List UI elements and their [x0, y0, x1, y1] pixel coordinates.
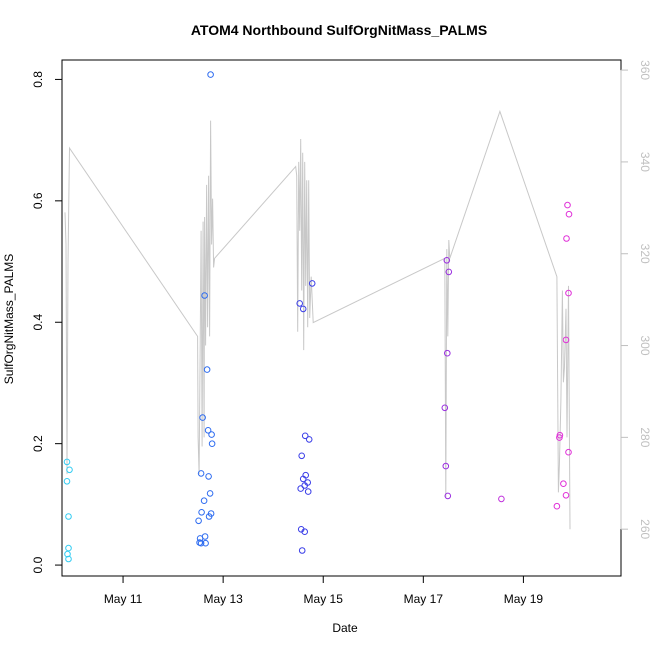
- data-point: [444, 492, 452, 500]
- x-tick-label: May 17: [404, 592, 444, 606]
- data-point: [299, 305, 307, 313]
- data-point: [65, 513, 72, 520]
- x-tick-label: May 11: [104, 592, 143, 606]
- data-point: [441, 404, 449, 412]
- data-point: [444, 349, 451, 357]
- data-point: [201, 292, 208, 299]
- y-tick-label: 0.0: [31, 556, 45, 573]
- data-point: [445, 268, 453, 276]
- data-point: [562, 492, 570, 499]
- data-point: [66, 466, 73, 474]
- data-point: [560, 480, 567, 488]
- y-tick-label: 0.4: [31, 314, 45, 331]
- data-point: [206, 490, 214, 497]
- data-point: [564, 201, 571, 209]
- data-point: [298, 452, 306, 460]
- data-point: [498, 495, 505, 503]
- data-point: [63, 458, 71, 466]
- x-tick-label: May 13: [203, 592, 243, 606]
- secondary-line-layer: [64, 109, 571, 530]
- secondary-series-line: [64, 109, 571, 530]
- right-tick-label: 320: [638, 244, 650, 264]
- y-tick-label: 0.6: [31, 192, 45, 209]
- data-point: [443, 257, 451, 264]
- data-point: [442, 462, 450, 470]
- x-tick-label: May 15: [304, 592, 344, 606]
- right-tick-label: 300: [638, 335, 650, 355]
- data-point: [198, 509, 205, 516]
- data-point: [204, 427, 212, 434]
- points-layer: [63, 71, 573, 563]
- right-y-axis: 260 280 300 320 340 360: [620, 60, 650, 540]
- y-tick-label: 0.2: [31, 435, 45, 452]
- data-point: [203, 366, 211, 373]
- right-tick-label: 360: [638, 60, 650, 80]
- data-point: [65, 544, 72, 552]
- data-point: [299, 475, 307, 483]
- data-point: [298, 547, 306, 554]
- data-point: [205, 513, 213, 520]
- data-point: [301, 528, 309, 536]
- data-point: [63, 478, 71, 485]
- data-point: [562, 336, 570, 344]
- data-point: [205, 473, 212, 480]
- data-point: [197, 470, 205, 477]
- data-point: [64, 550, 71, 558]
- data-point: [208, 440, 216, 448]
- data-point: [301, 432, 309, 440]
- data-point: [565, 448, 572, 456]
- data-point: [296, 300, 304, 307]
- data-point: [553, 502, 561, 510]
- data-point: [565, 210, 573, 218]
- data-point: [305, 436, 313, 443]
- data-point: [208, 431, 215, 438]
- y-axis: 0.0 0.2 0.4 0.6 0.8: [31, 71, 62, 573]
- data-point: [308, 280, 316, 287]
- data-point: [563, 235, 570, 242]
- right-tick-label: 340: [638, 152, 650, 172]
- chart-title: ATOM4 Northbound SulfOrgNitMass_PALMS: [191, 22, 487, 38]
- data-point: [301, 482, 309, 489]
- x-axis: May 11 May 13 May 15 May 17 May 19: [104, 575, 544, 606]
- data-point: [565, 289, 572, 297]
- data-point: [207, 71, 214, 78]
- data-point: [65, 555, 72, 563]
- data-point: [195, 517, 202, 525]
- data-point: [297, 485, 305, 492]
- y-axis-label: SulfOrgNitMass_PALMS: [2, 254, 16, 384]
- data-point: [556, 434, 563, 441]
- data-point: [304, 488, 312, 495]
- y-tick-label: 0.8: [31, 71, 45, 88]
- x-axis-label: Date: [332, 621, 358, 635]
- data-point: [196, 535, 204, 542]
- data-point: [556, 431, 564, 439]
- data-point: [200, 497, 208, 505]
- data-point: [202, 539, 209, 547]
- x-tick-label: May 19: [504, 592, 544, 606]
- data-point: [197, 539, 205, 547]
- data-point: [199, 414, 206, 421]
- right-tick-label: 280: [638, 427, 650, 447]
- right-tick-label: 260: [638, 519, 650, 539]
